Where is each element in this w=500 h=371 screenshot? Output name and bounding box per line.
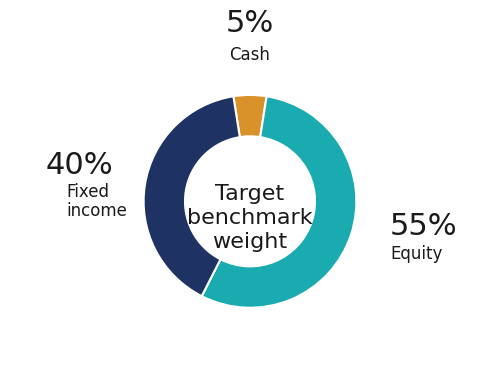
Text: benchmark: benchmark <box>187 208 313 228</box>
Text: Target: Target <box>216 184 284 204</box>
Wedge shape <box>202 96 356 308</box>
Wedge shape <box>144 96 240 296</box>
Text: income: income <box>66 202 127 220</box>
Text: Cash: Cash <box>230 46 270 64</box>
Text: Fixed: Fixed <box>66 183 109 201</box>
Wedge shape <box>234 95 266 137</box>
Text: 5%: 5% <box>226 9 274 38</box>
Text: weight: weight <box>212 232 288 252</box>
Text: 40%: 40% <box>46 151 114 180</box>
Text: Equity: Equity <box>390 245 442 263</box>
Text: 55%: 55% <box>390 212 458 242</box>
